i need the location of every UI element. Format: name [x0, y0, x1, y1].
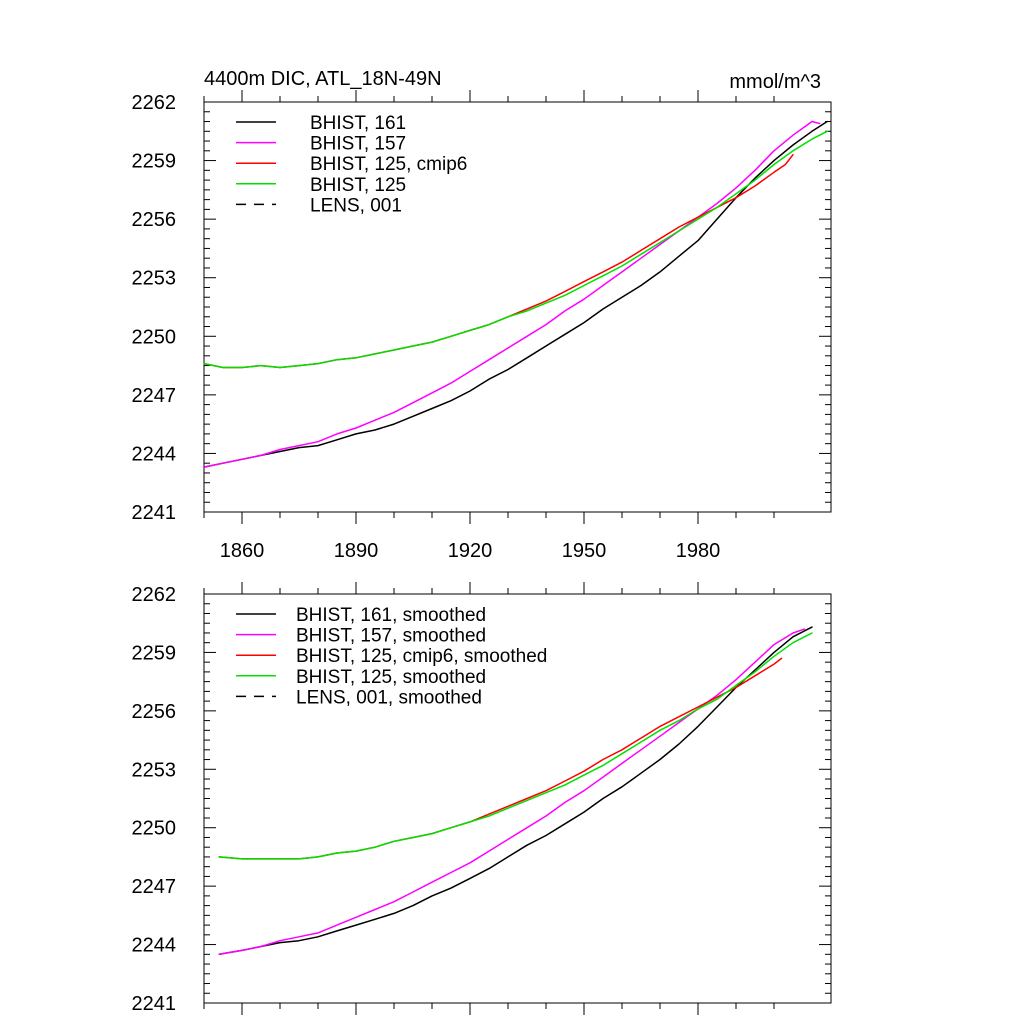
- panel-2-series-line-1: [218, 626, 813, 956]
- panel-2-y-tick-label: 2247: [132, 876, 177, 898]
- panel-2-y-tick-label: 2262: [132, 584, 177, 606]
- panel-2-legend-label-3: BHIST, 125, cmip6, smoothed: [296, 646, 547, 667]
- panel-1-y-tick-label: 2250: [132, 326, 177, 348]
- panel-1-x-tick-label: 1860: [220, 540, 265, 562]
- panel-1-x-tick-label: 1890: [334, 540, 379, 562]
- panel-1-y-tick-label: 2247: [132, 385, 177, 407]
- panel-1-series-line-2: [203, 120, 821, 468]
- panel-1-series-line-3: [203, 153, 794, 369]
- panel-1-legend-label-3: BHIST, 125, cmip6: [310, 154, 467, 175]
- panel-1-y-tick-label: 2262: [132, 92, 177, 114]
- panel-1-x-tick-label: 1920: [448, 540, 493, 562]
- panel-2-y-tick-label: 2244: [132, 935, 177, 957]
- panel-1-plot-frame: [203, 101, 832, 513]
- panel-1-units-label: mmol/m^3: [729, 71, 821, 93]
- panel-2-y-tick-label: 2256: [132, 701, 177, 723]
- panel-1-y-tick-label: 2244: [132, 443, 177, 465]
- panel-1-x-tick-label: 1980: [676, 540, 721, 562]
- panel-1-series-line-1: [203, 120, 828, 468]
- panel-1-y-tick-label: 2241: [132, 502, 177, 524]
- panel-2-series-line-2: [218, 628, 806, 956]
- panel-1-x-tick-label: 1950: [562, 540, 607, 562]
- panel-2-y-tick-label: 2259: [132, 642, 177, 664]
- panel-2-y-tick-label: 2250: [132, 818, 177, 840]
- panel-2-legend-label-1: BHIST, 161, smoothed: [296, 605, 486, 626]
- panel-1-y-tick-label: 2253: [132, 268, 177, 290]
- panel-2-y-tick-label: 2253: [132, 759, 177, 781]
- panel-2-series-line-4: [218, 632, 813, 860]
- panel-1-legend-label-4: BHIST, 125: [310, 175, 406, 196]
- panel-2-legend-label-4: BHIST, 125, smoothed: [296, 667, 486, 688]
- panel-1-series-line-4: [203, 130, 828, 369]
- panel-1-legend-label-1: BHIST, 161: [310, 113, 406, 134]
- panel-1-legend-label-2: BHIST, 157: [310, 134, 406, 155]
- panel-2-legend-label-2: BHIST, 157, smoothed: [296, 626, 486, 647]
- panel-1-title: 4400m DIC, ATL_18N-49N: [204, 68, 442, 90]
- panel-1-legend-label-5: LENS, 001: [310, 195, 402, 216]
- panel-1-y-tick-label: 2256: [132, 209, 177, 231]
- panel-2-y-tick-label: 2241: [132, 993, 177, 1015]
- panel-1-y-tick-label: 2259: [132, 151, 177, 173]
- panel-2-legend-label-5: LENS, 001, smoothed: [296, 687, 482, 708]
